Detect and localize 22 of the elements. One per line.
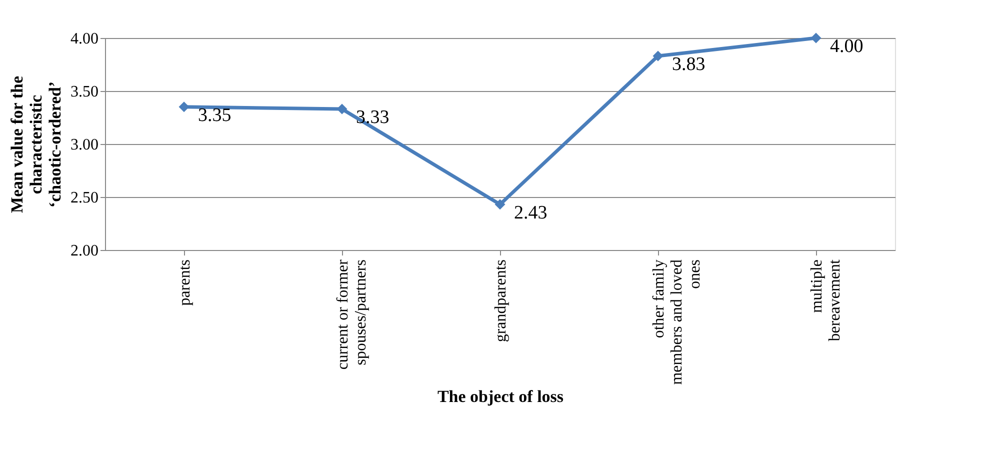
y-tick-label: 3.50	[70, 84, 98, 100]
y-tick-label: 2.00	[70, 242, 98, 260]
point	[810, 32, 822, 44]
y-tick-label: 3.00	[70, 136, 98, 154]
x-tick-label: other family members and loved ones	[650, 260, 704, 385]
text: 3.33	[356, 107, 390, 128]
text: 4.00	[830, 36, 864, 57]
point	[336, 104, 348, 114]
x-tick-label: parents	[176, 260, 194, 306]
text: 3.35	[198, 104, 232, 126]
x-tick-label: multiple bereavement	[808, 258, 844, 342]
y-axis-title: Mean value for the characteristic ‘chaotic-ordered’	[8, 76, 64, 214]
x-tick-label: grandparents	[492, 260, 510, 342]
x-tick-label: current or former spouses/partners	[334, 258, 370, 370]
x-axis-title: The object of loss	[437, 386, 564, 406]
y-tick-label: 2.50	[70, 190, 98, 206]
text: 3.83	[672, 54, 706, 76]
point	[494, 199, 506, 210]
point	[178, 102, 190, 112]
point	[652, 50, 664, 62]
text: 2.43	[514, 202, 548, 224]
y-tick-label: 4.00	[70, 30, 98, 48]
